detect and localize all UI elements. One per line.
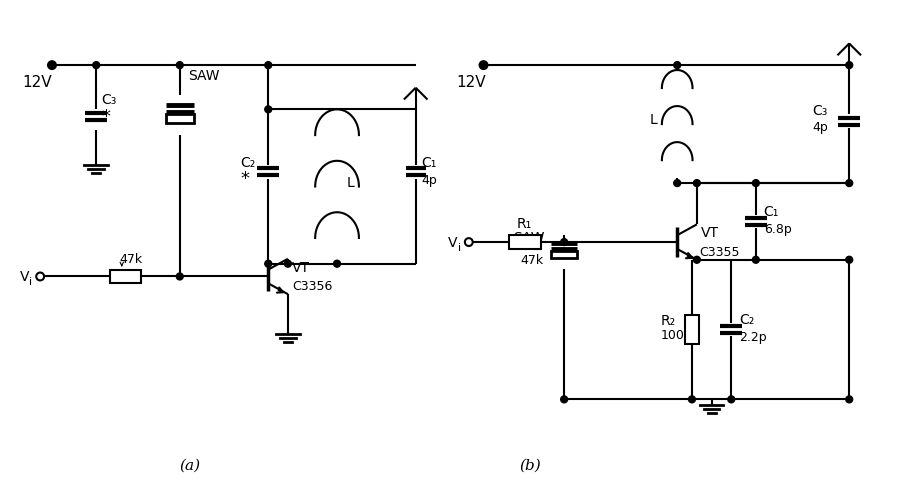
Circle shape — [48, 62, 56, 68]
Bar — [509, 235, 540, 249]
Text: *: * — [241, 170, 250, 187]
Circle shape — [674, 180, 680, 186]
Text: C₂: C₂ — [241, 156, 256, 170]
Text: (a): (a) — [179, 459, 200, 473]
Circle shape — [37, 273, 44, 280]
Circle shape — [845, 256, 853, 263]
Circle shape — [845, 396, 853, 403]
Text: SAW: SAW — [188, 69, 219, 83]
Circle shape — [480, 62, 487, 68]
Text: C₃: C₃ — [812, 104, 827, 118]
Circle shape — [561, 396, 568, 403]
Bar — [685, 315, 698, 344]
Text: 6.8p: 6.8p — [763, 223, 792, 236]
Text: C₁: C₁ — [763, 205, 779, 218]
Text: SAW: SAW — [513, 231, 544, 245]
Circle shape — [465, 238, 473, 246]
Circle shape — [48, 61, 56, 69]
Circle shape — [176, 273, 184, 280]
Text: L: L — [347, 176, 354, 189]
Circle shape — [176, 62, 184, 68]
Text: *: * — [101, 108, 110, 126]
Text: 4p: 4p — [422, 174, 437, 186]
Text: VT: VT — [701, 226, 719, 240]
Text: L: L — [650, 113, 657, 127]
Text: C₃: C₃ — [101, 93, 117, 107]
Circle shape — [265, 106, 272, 113]
Circle shape — [752, 256, 760, 263]
Text: (b): (b) — [519, 459, 540, 473]
Circle shape — [285, 260, 291, 267]
Circle shape — [693, 180, 700, 186]
Text: VT: VT — [292, 261, 310, 275]
Bar — [166, 114, 194, 123]
Bar — [110, 270, 142, 283]
Text: V: V — [19, 271, 29, 284]
Bar — [551, 251, 577, 258]
Text: i: i — [458, 243, 461, 253]
Text: 4p: 4p — [812, 121, 827, 134]
Text: 12V: 12V — [23, 75, 52, 90]
Text: 47k: 47k — [519, 254, 543, 267]
Text: C3356: C3356 — [292, 280, 332, 293]
Circle shape — [845, 62, 853, 68]
Text: V: V — [448, 236, 457, 250]
Circle shape — [479, 61, 488, 69]
Text: 12V: 12V — [456, 75, 486, 90]
Circle shape — [674, 62, 680, 68]
Text: 100: 100 — [660, 329, 685, 342]
Circle shape — [93, 62, 100, 68]
Circle shape — [688, 396, 696, 403]
Text: C₁: C₁ — [422, 156, 437, 170]
Circle shape — [693, 256, 700, 263]
Text: 2.2p: 2.2p — [740, 331, 767, 344]
Circle shape — [265, 62, 272, 68]
Circle shape — [265, 260, 272, 267]
Text: C3355: C3355 — [698, 246, 740, 259]
Circle shape — [845, 180, 853, 186]
Circle shape — [728, 396, 735, 403]
Text: R₁: R₁ — [517, 217, 532, 231]
Text: R₂: R₂ — [660, 313, 676, 328]
Text: i: i — [29, 277, 33, 287]
Text: 47k: 47k — [120, 253, 143, 266]
Circle shape — [561, 239, 568, 246]
Circle shape — [333, 260, 341, 267]
Text: C₂: C₂ — [740, 312, 754, 327]
Circle shape — [752, 180, 760, 186]
